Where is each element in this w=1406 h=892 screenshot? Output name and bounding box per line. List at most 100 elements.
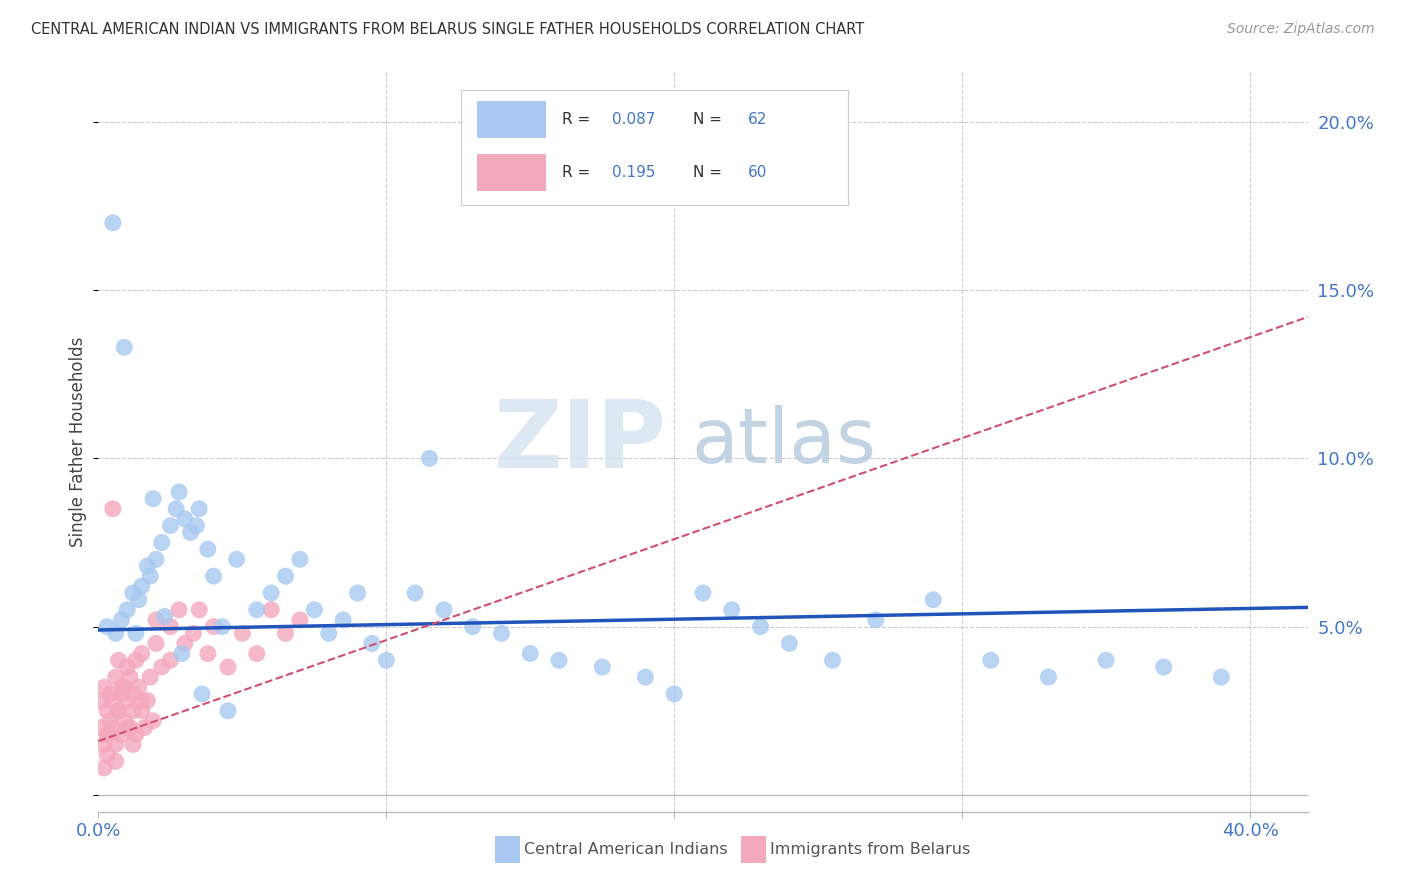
Point [96,704,118,718]
Point [165,501,187,516]
Point [104,626,127,640]
Point [159,653,181,667]
Point [180,525,202,540]
Point [186,518,208,533]
Text: Immigrants from Belarus: Immigrants from Belarus [770,842,970,856]
Point [136,559,159,574]
Point [139,670,162,684]
Point [128,592,150,607]
Point [98,727,121,741]
Point [96,747,118,762]
Point [288,613,311,627]
Point [90,721,112,735]
Point [93,738,115,752]
Point [145,552,167,566]
Point [96,727,118,741]
Point [110,687,132,701]
Point [142,491,165,506]
Point [112,680,135,694]
Point [1095,653,1118,667]
Point [188,501,211,516]
Point [246,603,269,617]
Point [110,680,132,694]
Point [120,670,142,684]
Point [101,721,124,735]
Text: CENTRAL AMERICAN INDIAN VS IMMIGRANTS FROM BELARUS SINGLE FATHER HOUSEHOLDS CORR: CENTRAL AMERICAN INDIAN VS IMMIGRANTS FR… [31,22,865,37]
Point [159,619,181,633]
Point [231,626,253,640]
Point [183,626,205,640]
Point [93,761,115,775]
Point [153,609,176,624]
Point [778,636,800,650]
Point [142,714,165,728]
Point [115,694,138,708]
Point [122,704,145,718]
Point [865,613,887,627]
Point [101,216,124,230]
Point [197,542,219,557]
Point [634,670,657,684]
Point [821,653,844,667]
Point [1153,660,1175,674]
Point [128,680,150,694]
Point [125,626,148,640]
Point [225,552,247,566]
Point [491,626,513,640]
Point [145,636,167,650]
Point [332,613,354,627]
Point [664,687,686,701]
Point [404,586,426,600]
Point [122,586,145,600]
Point [98,687,121,701]
Point [197,647,219,661]
Point [720,603,742,617]
Text: Source: ZipAtlas.com: Source: ZipAtlas.com [1227,22,1375,37]
Point [318,626,340,640]
Point [150,660,173,674]
Point [115,603,138,617]
Point [202,619,225,633]
Y-axis label: Single Father Households: Single Father Households [69,336,87,547]
Point [304,603,326,617]
Point [461,619,484,633]
Point [107,704,129,718]
Point [274,626,297,640]
Point [136,694,159,708]
Point [131,647,153,661]
Point [191,687,214,701]
Point [139,569,162,583]
Point [692,586,714,600]
Point [131,579,153,593]
Point [120,721,142,735]
Point [101,694,124,708]
Point [260,586,283,600]
Point [246,647,269,661]
Point [217,704,239,718]
Point [188,603,211,617]
Point [112,340,135,354]
Point [96,619,118,633]
Point [107,653,129,667]
Point [104,754,127,768]
Point [1211,670,1233,684]
Point [107,704,129,718]
Point [115,721,138,735]
Point [519,647,541,661]
Point [170,647,193,661]
Point [202,569,225,583]
Point [922,592,945,607]
Point [274,569,297,583]
Point [93,680,115,694]
Point [131,704,153,718]
Text: Central American Indians: Central American Indians [524,842,728,856]
Point [125,653,148,667]
Point [131,694,153,708]
Point [110,727,132,741]
Point [167,603,190,617]
Point [110,613,132,627]
Point [418,451,440,466]
Point [150,535,173,549]
Point [104,738,127,752]
Point [145,613,167,627]
